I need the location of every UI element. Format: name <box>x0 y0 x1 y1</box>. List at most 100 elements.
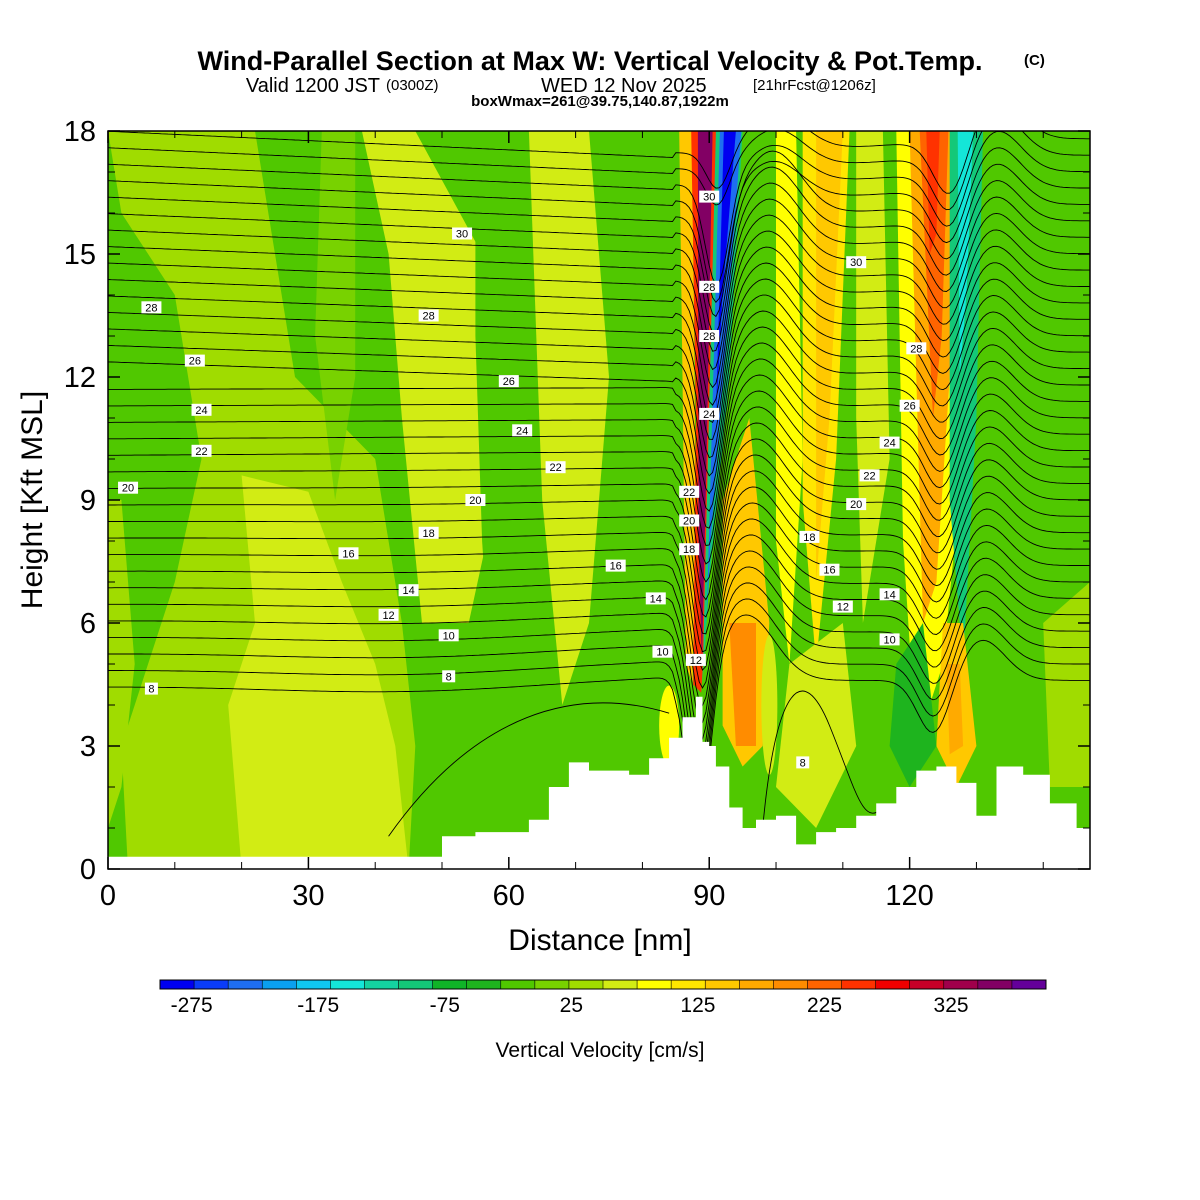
y-tick-label: 9 <box>80 485 96 517</box>
contour-label-text: 18 <box>423 528 435 540</box>
contour-label-box <box>465 494 486 506</box>
colorbar-swatch <box>875 980 911 989</box>
contour-label-box <box>819 563 840 576</box>
contour-label-text: 24 <box>516 425 528 437</box>
contour-label-box <box>545 461 566 474</box>
contour-label-text: 8 <box>148 684 154 696</box>
colorbar-tick-label: 325 <box>934 994 969 1017</box>
contour-label-text: 24 <box>195 405 207 417</box>
contour-label: 28 <box>906 342 927 355</box>
theta-contour-line <box>108 182 1090 352</box>
theta-contour-line <box>108 598 1090 812</box>
contour-label-box <box>338 547 359 560</box>
contour-label: 22 <box>859 469 880 482</box>
contour-label-box <box>879 633 900 646</box>
theta-contour-line <box>108 566 1090 777</box>
copyright-mark: (C) <box>1024 52 1045 69</box>
contour-label: 14 <box>398 584 419 597</box>
colorbar-swatch <box>671 980 706 989</box>
theta-contour-line <box>108 534 1090 740</box>
contour-label-box <box>699 407 720 420</box>
contour-label-text: 14 <box>883 589 895 601</box>
colorbar-swatch <box>398 980 434 989</box>
x-tick-label: 0 <box>100 880 116 912</box>
theta-contour-line <box>108 454 1090 653</box>
contour-label: 24 <box>191 403 212 417</box>
theta-contour-line <box>108 131 1090 194</box>
contour-label-text: 28 <box>423 311 435 323</box>
weak-downdraft-region <box>475 131 536 746</box>
theta-contour-line <box>108 150 1090 318</box>
contour-label-box <box>699 330 720 342</box>
contour-label-box <box>846 256 867 269</box>
colorbar-swatch <box>943 980 979 989</box>
colorbar-swatch <box>568 980 604 989</box>
contour-label: 30 <box>699 190 720 204</box>
colorbar-tick-label: -175 <box>297 994 339 1017</box>
contour-label-text: 20 <box>850 499 862 511</box>
contour-label-box <box>498 375 519 388</box>
contour-label-text: 22 <box>863 470 875 482</box>
terrain <box>108 696 1090 869</box>
contour-label-box <box>378 608 399 621</box>
contour-label-text: 18 <box>683 544 695 556</box>
colorbar-swatch <box>909 980 945 989</box>
contour-label: 26 <box>184 354 205 368</box>
weak-updraft-region <box>1043 582 1090 787</box>
colorbar-swatch <box>364 980 399 989</box>
colorbar-swatch <box>228 980 263 989</box>
colorbar-swatch <box>500 980 536 989</box>
colorbar-swatch <box>534 980 570 989</box>
contour-label: 12 <box>685 653 706 667</box>
contour-label: 8 <box>144 682 158 696</box>
contour-label: 20 <box>679 514 700 528</box>
x-axis-label: Distance [nm] <box>508 924 691 957</box>
colorbar-swatch <box>194 980 229 989</box>
theta-contour-line <box>108 214 1090 389</box>
contour-label-text: 24 <box>703 409 715 421</box>
contour-label-box <box>418 526 439 539</box>
colorbar-swatch <box>330 980 365 989</box>
contour-label: 26 <box>498 375 519 388</box>
theta-contours <box>108 131 1090 837</box>
contour-label-box <box>184 354 205 367</box>
contour-label-box <box>418 309 439 322</box>
updraft-band <box>816 131 843 582</box>
theta-contour-line <box>108 438 1090 635</box>
x-tick-label: 90 <box>693 880 725 912</box>
contour-label-box <box>679 543 700 556</box>
theta-contour-line <box>108 310 1090 495</box>
contour-label-text: 26 <box>189 356 201 368</box>
contour-label: 28 <box>418 309 439 323</box>
theta-contour-line <box>108 486 1090 689</box>
colorbar-tick-label: -275 <box>171 994 213 1017</box>
weak-updraft-region <box>228 475 409 869</box>
subtitle-valid: Valid 1200 JST <box>246 75 380 97</box>
x-tick-label: 30 <box>292 880 324 912</box>
theta-contour-line <box>108 470 1090 671</box>
contour-label-box <box>438 629 459 642</box>
contour-label: 8 <box>442 670 456 683</box>
contour-label-box <box>512 424 533 437</box>
contour-label-text: 30 <box>850 257 862 269</box>
contour-label-text: 30 <box>456 229 468 241</box>
contour-label: 22 <box>545 461 566 474</box>
contour-label: 8 <box>796 756 810 769</box>
colorbar-swatch <box>977 980 1013 989</box>
contour-label-text: 16 <box>342 548 354 560</box>
subtitle-utc: (0300Z) <box>386 77 439 94</box>
contour-label-text: 8 <box>800 757 806 769</box>
contour-label-box <box>859 469 880 482</box>
colorbar-swatch <box>466 980 502 989</box>
colorbar-swatch <box>432 980 468 989</box>
weak-updraft-region <box>776 623 857 828</box>
weak-downdraft-region <box>629 131 670 705</box>
colorbar-swatch <box>603 980 638 989</box>
contour-label-text: 12 <box>382 610 394 622</box>
contour-label-box <box>144 682 158 695</box>
contour-label: 16 <box>605 559 626 573</box>
subtitle-date: WED 12 Nov 2025 <box>541 75 707 97</box>
colorbar-swatch <box>160 980 195 989</box>
contour-label-text: 20 <box>683 516 695 528</box>
